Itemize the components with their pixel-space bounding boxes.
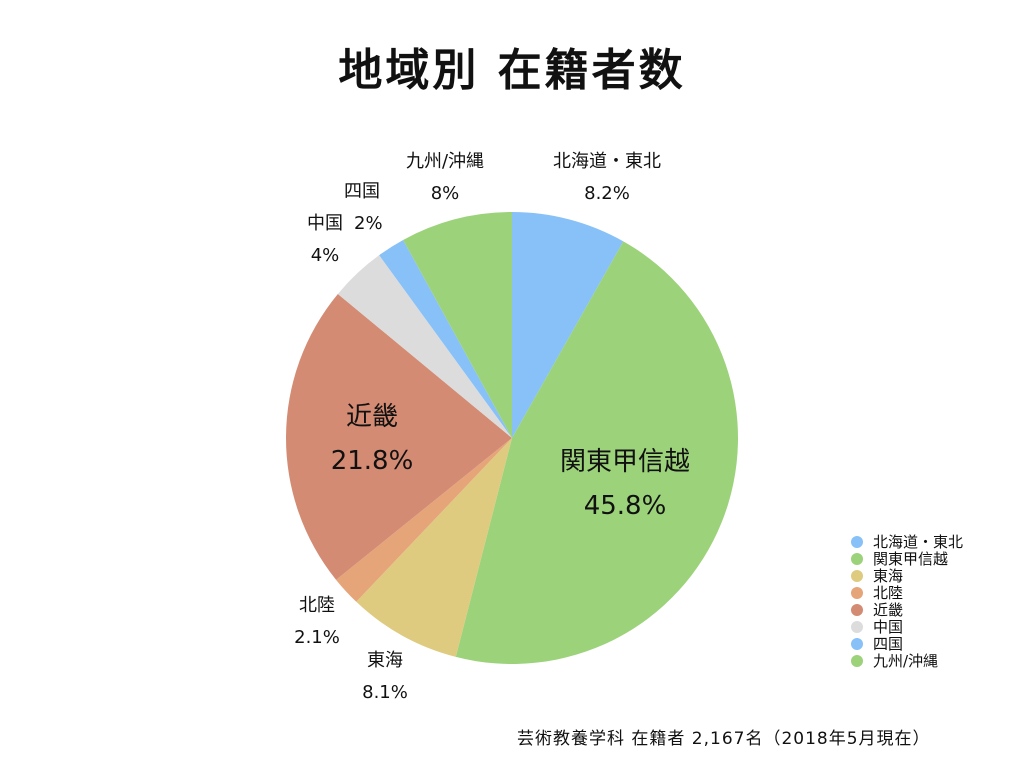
legend-swatch bbox=[851, 552, 863, 565]
legend-swatch bbox=[851, 586, 863, 599]
legend-item: 中国 bbox=[851, 618, 963, 636]
legend-swatch bbox=[851, 535, 863, 548]
slice-label-kinki: 近畿 21.8% bbox=[312, 395, 432, 483]
slice-value: 4% bbox=[310, 245, 340, 266]
legend-item: 関東甲信越 bbox=[851, 550, 963, 568]
pie-slice-5 bbox=[337, 255, 512, 438]
footnote: 芸術教養学科 在籍者 2,167名（2018年5月現在） bbox=[517, 729, 931, 749]
legend-label: 四国 bbox=[873, 635, 904, 653]
pie-slice-1 bbox=[455, 241, 738, 664]
chart-title: 地域別 在籍者数 bbox=[338, 45, 686, 96]
chart-legend: 北海道・東北 関東甲信越 東海 北陸 近畿 中国 四国 九州/沖縄 bbox=[851, 533, 964, 670]
legend-label: 北海道・東北 bbox=[873, 533, 964, 551]
legend-label: 東海 bbox=[873, 567, 904, 585]
slice-value: 2.1% bbox=[294, 627, 340, 648]
legend-swatch bbox=[851, 654, 863, 667]
slice-value: 45.8% bbox=[583, 491, 667, 521]
legend-swatch bbox=[851, 603, 863, 616]
slice-label-kanto-koshinetsu: 関東甲信越 45.8% bbox=[535, 440, 715, 528]
slice-name: 北海道・東北 bbox=[553, 151, 661, 172]
slice-name: 東海 bbox=[367, 650, 403, 671]
slice-name: 九州/沖縄 bbox=[405, 151, 485, 172]
slice-value: 21.8% bbox=[330, 446, 414, 476]
pie-slice-7 bbox=[403, 212, 512, 438]
legend-item: 九州/沖縄 bbox=[851, 652, 963, 670]
slice-name: 四国 bbox=[344, 181, 380, 202]
legend-item: 北陸 bbox=[851, 584, 963, 602]
slice-name: 中国 bbox=[307, 213, 343, 234]
legend-swatch bbox=[851, 620, 863, 633]
slice-label-kyushu-okinawa: 九州/沖縄 8% bbox=[385, 146, 505, 210]
pie-slice-0 bbox=[512, 212, 624, 438]
slice-value: 8.1% bbox=[362, 682, 408, 703]
slice-value: 8.2% bbox=[584, 183, 630, 204]
slice-name: 関東甲信越 bbox=[559, 447, 690, 477]
pie-slice-4 bbox=[286, 293, 512, 580]
pie-slice-2 bbox=[356, 438, 512, 657]
slice-label-hokuriku: 北陸 2.1% bbox=[277, 590, 357, 654]
slice-label-chugoku: 中国 4% bbox=[295, 208, 355, 272]
legend-label: 九州/沖縄 bbox=[873, 652, 939, 670]
slice-value: 8% bbox=[430, 183, 460, 204]
pie-slice-6 bbox=[379, 239, 512, 438]
legend-swatch bbox=[851, 637, 863, 650]
legend-item: 近畿 bbox=[851, 601, 963, 619]
legend-item: 北海道・東北 bbox=[851, 533, 964, 551]
slice-label-hokkaido-tohoku: 北海道・東北 8.2% bbox=[512, 146, 702, 210]
pie-slice-3 bbox=[336, 438, 512, 602]
legend-label: 関東甲信越 bbox=[873, 550, 949, 568]
legend-swatch bbox=[851, 569, 863, 582]
legend-item: 四国 bbox=[851, 635, 963, 653]
legend-label: 近畿 bbox=[873, 601, 904, 619]
slice-value: 2% bbox=[354, 213, 383, 234]
slice-name: 近畿 bbox=[345, 402, 398, 432]
legend-label: 中国 bbox=[873, 618, 904, 636]
slice-label-tokai: 東海 8.1% bbox=[345, 645, 425, 709]
slice-name: 北陸 bbox=[299, 595, 335, 616]
legend-item: 東海 bbox=[851, 567, 963, 585]
slice-label-shikoku: 四国 2% bbox=[344, 176, 434, 240]
legend-label: 北陸 bbox=[873, 584, 904, 602]
